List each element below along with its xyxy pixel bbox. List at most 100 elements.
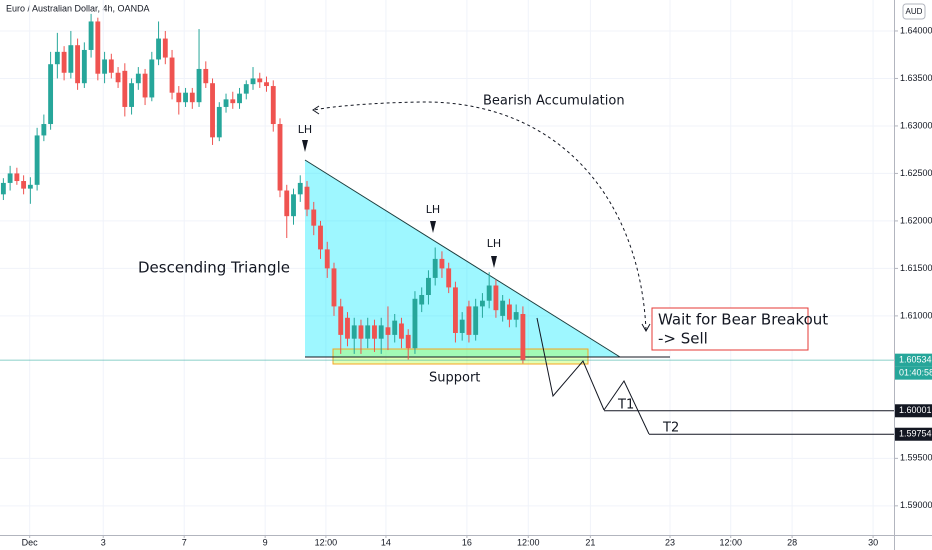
candle-body	[149, 59, 155, 98]
x-tick-label: 3	[101, 537, 106, 547]
candle-body	[189, 92, 195, 103]
candle-body	[237, 93, 242, 104]
candle-body	[41, 124, 47, 136]
x-tick-label: 14	[381, 537, 391, 547]
y-tick-label: 1.64000	[900, 25, 932, 35]
call-label: Wait for Bear Breakout	[658, 311, 828, 329]
candle-body	[115, 72, 121, 83]
candle-body	[372, 325, 377, 339]
candle-body	[506, 304, 512, 320]
countdown-badge	[895, 366, 932, 380]
candle-body	[61, 51, 67, 73]
candle-body	[250, 78, 256, 85]
x-tick-label: 12:00	[517, 537, 540, 547]
arrow-head	[312, 105, 320, 115]
candle-body	[399, 323, 404, 339]
candle-body	[264, 82, 269, 87]
candle-body	[453, 287, 458, 333]
chart-title: Euro / Australian Dollar, 4h, OANDA	[6, 3, 150, 13]
candle-body	[135, 73, 141, 84]
candle-body	[500, 300, 506, 316]
candle-body	[459, 319, 465, 333]
candle-body	[486, 285, 492, 301]
candle-body	[385, 327, 391, 335]
arrow-head	[641, 323, 651, 333]
y-tick-label: 1.61000	[900, 310, 932, 320]
target-price-label: 1.60001	[899, 405, 932, 415]
y-tick-label: 1.59000	[900, 500, 932, 510]
call-label: -> Sell	[658, 330, 708, 348]
x-tick-label: 21	[585, 537, 595, 547]
x-tick-label: 16	[462, 537, 472, 547]
candle-body	[176, 92, 182, 103]
candle-body	[324, 249, 330, 269]
candle-body	[378, 325, 384, 339]
target-price-label: 1.59754	[899, 429, 932, 439]
countdown-label: 01:40:58	[899, 368, 932, 378]
x-tick-label: Dec	[22, 537, 39, 547]
candle-body	[21, 181, 27, 189]
candle-body	[479, 300, 485, 307]
lh-label: LH	[298, 123, 312, 136]
candle-body	[7, 173, 13, 183]
lh-label: LH	[426, 203, 440, 216]
candle-body	[162, 38, 168, 58]
candle-body	[95, 21, 101, 74]
candle-body	[210, 83, 215, 138]
candle-body	[311, 209, 317, 226]
x-tick-label: 23	[665, 537, 675, 547]
candle-body	[446, 268, 452, 288]
candle-body	[54, 51, 60, 65]
candle-body	[203, 68, 209, 84]
last-price-badge	[895, 353, 932, 367]
candle-body	[331, 268, 337, 307]
candle-body	[520, 313, 526, 361]
x-tick-label: 28	[787, 537, 797, 547]
x-tick-label: 9	[263, 537, 268, 547]
y-tick-label: 1.63000	[900, 120, 932, 130]
x-tick-label: 12:00	[719, 537, 742, 547]
candle-body	[412, 298, 418, 349]
candles	[0, 13, 526, 364]
candle-body	[223, 99, 229, 107]
lh-arrow	[430, 221, 436, 233]
candle-body	[473, 306, 479, 335]
candle-body	[216, 106, 222, 138]
pattern-label: Descending Triangle	[138, 259, 290, 277]
lh-arrow	[491, 256, 497, 268]
candle-body	[466, 306, 472, 335]
candle-body	[88, 21, 94, 50]
lh-arrow	[302, 140, 308, 152]
support-label: Support	[429, 371, 480, 386]
candle-body	[284, 190, 290, 217]
candle-body	[122, 70, 128, 107]
candle-body	[196, 68, 202, 103]
candle-body	[419, 294, 425, 305]
candle-body	[493, 285, 499, 311]
call-box	[651, 307, 809, 351]
resistance-line	[304, 159, 621, 358]
candle-body	[68, 45, 74, 73]
candle-body	[426, 277, 431, 295]
currency-badge[interactable]	[902, 3, 926, 20]
candle-body	[345, 317, 350, 339]
projection-path	[536, 317, 605, 411]
candle-body	[439, 258, 445, 269]
candle-body	[513, 312, 519, 320]
candle-body	[338, 306, 344, 335]
candle-body	[351, 325, 357, 339]
currency-label: AUD	[906, 7, 923, 16]
candle-body	[318, 225, 323, 250]
accumulation-label: Bearish Accumulation	[483, 94, 625, 109]
candle-body	[75, 45, 81, 84]
candle-body	[14, 173, 20, 182]
y-tick-label: 1.59500	[900, 453, 932, 463]
candle-body	[142, 73, 148, 98]
x-tick-label: 7	[182, 537, 187, 547]
y-tick-label: 1.62500	[900, 168, 932, 178]
candle-body	[243, 84, 249, 94]
y-tick-label: 1.61500	[900, 263, 932, 273]
candle-body	[81, 49, 87, 84]
candle-body	[27, 184, 33, 189]
